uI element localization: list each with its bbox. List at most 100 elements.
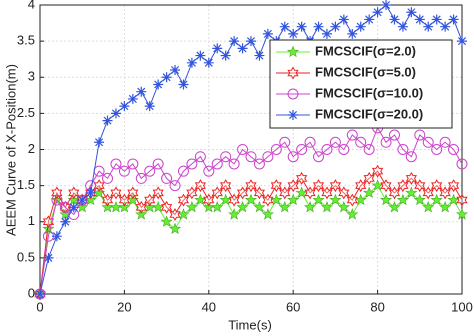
marker bbox=[448, 14, 459, 25]
marker bbox=[76, 200, 89, 213]
marker bbox=[313, 21, 324, 32]
marker bbox=[244, 193, 258, 206]
marker bbox=[347, 28, 358, 39]
marker bbox=[397, 179, 409, 193]
marker bbox=[51, 194, 63, 206]
series-line bbox=[39, 126, 463, 295]
marker bbox=[397, 144, 409, 155]
marker bbox=[414, 179, 426, 193]
marker bbox=[110, 186, 122, 200]
marker bbox=[321, 186, 333, 200]
marker bbox=[457, 36, 467, 47]
marker bbox=[422, 186, 434, 200]
marker bbox=[77, 195, 88, 206]
marker bbox=[102, 115, 113, 126]
marker bbox=[431, 144, 443, 155]
marker bbox=[237, 43, 248, 54]
marker bbox=[194, 151, 206, 163]
y-tick-label: 0 bbox=[28, 285, 35, 300]
marker bbox=[338, 186, 350, 200]
marker bbox=[371, 164, 384, 178]
marker bbox=[431, 14, 442, 25]
marker bbox=[236, 200, 249, 213]
marker bbox=[220, 50, 231, 61]
marker bbox=[220, 151, 232, 163]
marker bbox=[303, 200, 317, 213]
marker bbox=[321, 144, 333, 155]
x-tick-label: 0 bbox=[36, 299, 43, 314]
marker bbox=[203, 193, 215, 207]
marker bbox=[160, 200, 173, 214]
marker bbox=[337, 200, 350, 213]
marker bbox=[177, 193, 190, 207]
marker bbox=[423, 21, 434, 32]
marker bbox=[455, 208, 469, 220]
marker bbox=[203, 57, 214, 68]
y-axis-label: AEEM Curve of X-Position(m) bbox=[3, 64, 18, 236]
marker bbox=[60, 216, 71, 227]
marker bbox=[135, 200, 147, 214]
marker bbox=[279, 186, 291, 200]
marker bbox=[144, 101, 155, 112]
marker bbox=[68, 202, 79, 213]
marker bbox=[253, 158, 265, 170]
marker bbox=[43, 252, 54, 263]
marker bbox=[380, 179, 392, 193]
marker bbox=[194, 179, 206, 193]
marker bbox=[42, 215, 55, 229]
marker bbox=[94, 137, 105, 148]
marker bbox=[102, 172, 114, 184]
marker bbox=[413, 193, 426, 206]
marker bbox=[211, 186, 223, 200]
marker bbox=[51, 186, 63, 200]
marker bbox=[177, 165, 189, 177]
marker bbox=[169, 207, 181, 221]
x-tick-label: 100 bbox=[451, 299, 473, 314]
legend-label: FMCSCIF(σ=10.0) bbox=[315, 85, 423, 100]
marker bbox=[68, 186, 80, 200]
marker bbox=[170, 65, 181, 76]
y-tick-label: 2 bbox=[28, 141, 35, 156]
marker bbox=[144, 165, 156, 177]
marker bbox=[245, 179, 257, 193]
marker bbox=[237, 144, 249, 155]
marker bbox=[355, 179, 367, 193]
marker bbox=[85, 187, 96, 198]
marker bbox=[118, 193, 131, 207]
marker bbox=[212, 43, 223, 54]
marker bbox=[279, 136, 291, 148]
marker bbox=[346, 193, 358, 207]
marker bbox=[363, 171, 375, 185]
marker bbox=[439, 186, 451, 200]
marker bbox=[363, 186, 376, 199]
marker bbox=[186, 57, 197, 68]
marker bbox=[364, 14, 375, 25]
marker bbox=[228, 158, 240, 170]
marker bbox=[186, 186, 198, 200]
y-tick-label: 3 bbox=[28, 69, 35, 84]
marker bbox=[287, 179, 299, 193]
x-tick-label: 60 bbox=[286, 299, 300, 314]
marker bbox=[346, 129, 358, 141]
marker bbox=[296, 171, 308, 185]
marker bbox=[51, 231, 62, 242]
marker bbox=[236, 186, 249, 200]
marker bbox=[228, 193, 240, 207]
marker bbox=[127, 186, 139, 200]
marker bbox=[406, 7, 417, 18]
x-tick-label: 20 bbox=[117, 299, 131, 314]
marker bbox=[431, 179, 443, 193]
marker bbox=[355, 21, 366, 32]
plot-frame bbox=[39, 4, 463, 295]
marker bbox=[253, 186, 266, 200]
y-tick-label: 0.5 bbox=[17, 249, 35, 264]
marker bbox=[254, 50, 265, 61]
marker bbox=[456, 158, 468, 170]
marker bbox=[160, 215, 173, 227]
marker bbox=[203, 165, 215, 177]
marker bbox=[153, 79, 164, 90]
marker bbox=[330, 21, 341, 32]
marker bbox=[329, 136, 341, 148]
marker bbox=[456, 193, 468, 207]
marker bbox=[262, 28, 273, 39]
